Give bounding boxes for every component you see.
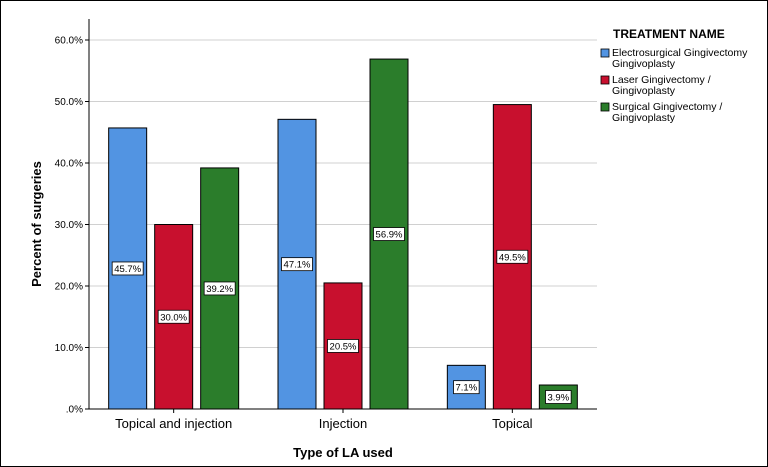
legend-entry-line: Surgical Gingivectomy / xyxy=(612,101,722,113)
data-label-box xyxy=(453,380,480,395)
data-label: 47.1% xyxy=(284,260,311,271)
data-label-box xyxy=(157,309,190,324)
data-label: 49.5% xyxy=(499,252,526,263)
legend-entry-label: Electrosurgical Gingivectomy Gingivoplast… xyxy=(612,47,748,70)
data-labels: 45.7% 30.0% 39.2% 47.1% 20.5% 56.9% 7.1% 49.5% 3… xyxy=(111,227,572,404)
legend-entry-line: Laser Gingivectomy / xyxy=(612,74,711,86)
data-label-box xyxy=(111,261,144,276)
x-category-label: Topical xyxy=(492,416,533,431)
data-label: 3.9% xyxy=(548,393,570,404)
y-tick-label: 40.0% xyxy=(55,159,83,170)
legend-swatch xyxy=(600,75,610,85)
x-axis-title: Type of LA used xyxy=(293,445,393,460)
legend-swatch xyxy=(600,48,610,58)
data-label-box xyxy=(496,249,529,264)
y-tick-label: 60.0% xyxy=(55,36,83,47)
y-tick-label: 10.0% xyxy=(55,343,83,354)
x-axis-categories: Topical and injection Injection Topical xyxy=(115,409,533,431)
bars xyxy=(108,58,578,410)
legend-entry-line: Gingivoplasty xyxy=(612,112,676,124)
legend-swatch xyxy=(600,102,610,112)
legend-entry-line: Electrosurgical Gingivectomy xyxy=(612,47,748,59)
data-label: 7.1% xyxy=(456,383,478,394)
data-label: 56.9% xyxy=(376,230,403,241)
y-tick-label: 30.0% xyxy=(55,220,83,231)
data-label-box xyxy=(281,257,313,272)
y-axis-ticks: .0% 10.0% 20.0% 30.0% 40.0% 50.0% 60.0% xyxy=(55,36,89,416)
legend-entry-line: Gingivoplasty xyxy=(612,58,676,70)
legend-title: TREATMENT NAME xyxy=(613,27,725,41)
x-category-label: Topical and injection xyxy=(115,416,232,431)
data-label: 30.0% xyxy=(160,312,187,323)
data-label-box xyxy=(545,390,572,404)
legend-entry-line: Gingivoplasty xyxy=(612,85,676,97)
x-category-label: Injection xyxy=(319,416,367,431)
data-label-box xyxy=(203,281,236,296)
data-label: 45.7% xyxy=(114,264,141,275)
y-tick-label: .0% xyxy=(66,405,83,416)
legend-entry-label: Laser Gingivectomy / Gingivoplasty xyxy=(612,74,711,97)
data-label-box xyxy=(327,339,359,353)
data-label: 39.2% xyxy=(206,284,233,295)
y-tick-label: 20.0% xyxy=(55,282,83,293)
legend-entry-label: Surgical Gingivectomy / Gingivoplasty xyxy=(612,101,722,124)
data-label-box xyxy=(373,227,405,241)
legend: TREATMENT NAME Electrosurgical Gingivect… xyxy=(600,27,748,124)
y-tick-label: 50.0% xyxy=(55,97,83,108)
y-axis-title: Percent of surgeries xyxy=(29,161,44,287)
data-label: 20.5% xyxy=(330,341,357,352)
